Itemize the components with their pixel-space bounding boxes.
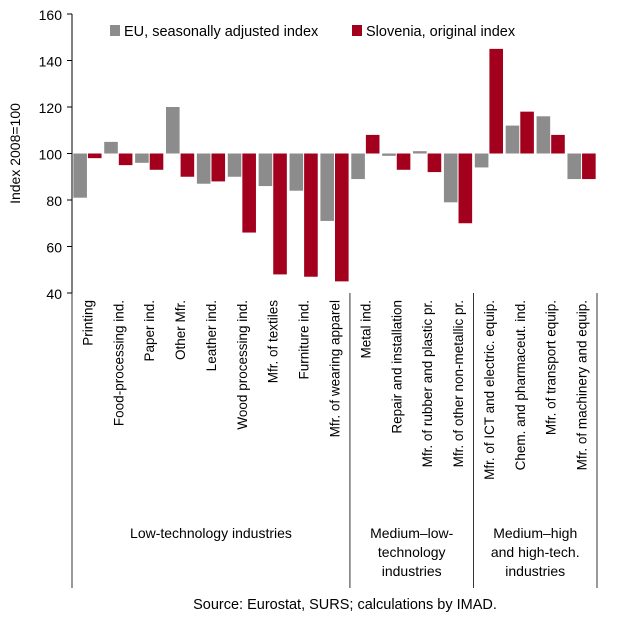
bar-eu <box>227 153 242 177</box>
category-label: Mfr. of transport equip. <box>544 300 559 435</box>
bar-eu <box>351 153 365 180</box>
y-tick-label: 60 <box>46 240 62 256</box>
source-note: Source: Eurostat, SURS; calculations by … <box>193 597 497 613</box>
category-label: Mfr. of ICT and electric. equip. <box>482 300 497 480</box>
bar-eu <box>505 125 520 154</box>
category-label: Printing <box>80 300 95 346</box>
y-axis-title: Index 2008=100 <box>7 103 23 204</box>
group-label: industries <box>382 563 442 579</box>
bar-slovenia <box>87 153 102 159</box>
bar-eu <box>73 153 87 198</box>
category-label: Leather ind. <box>204 300 219 371</box>
bar-slovenia <box>458 153 473 224</box>
bar-slovenia <box>396 153 411 170</box>
category-label: Paper ind. <box>142 300 157 362</box>
bar-slovenia <box>180 153 195 177</box>
category-label: Chem. and pharmaceut. ind. <box>513 300 528 470</box>
bar-slovenia <box>211 153 226 182</box>
bar-slovenia <box>242 153 256 233</box>
bar-eu <box>320 153 334 221</box>
y-tick-label: 80 <box>46 193 62 209</box>
bar-eu <box>135 153 149 163</box>
bar-slovenia <box>489 48 504 154</box>
group-label: industries <box>505 563 565 579</box>
category-label: Metal ind. <box>358 300 373 359</box>
bar-eu <box>443 153 458 203</box>
group-label: Low-technology industries <box>130 525 292 541</box>
bar-slovenia <box>427 153 442 173</box>
bar-slovenia <box>273 153 287 275</box>
bar-eu <box>536 116 551 154</box>
y-tick-label: 160 <box>39 7 63 23</box>
bar-slovenia <box>335 153 349 282</box>
group-label: Medium–low- <box>370 525 454 541</box>
category-label: Mfr. of textiles <box>266 300 281 384</box>
legend-swatch <box>352 25 362 36</box>
category-label: Furniture ind. <box>297 300 312 380</box>
y-tick-label: 40 <box>46 286 62 302</box>
bar-eu <box>165 107 180 154</box>
y-tick-label: 100 <box>39 147 63 163</box>
legend-label: Slovenia, original index <box>366 24 516 40</box>
group-label: Medium–high <box>493 525 577 541</box>
bar-eu <box>413 151 427 154</box>
category-label: Other Mfr. <box>173 300 188 360</box>
category-label: Food-processing ind. <box>111 300 126 426</box>
legend-swatch <box>110 25 120 36</box>
category-label: Mfr. of wearing apparel <box>328 300 343 437</box>
category-label: Mfr. of machinery and equip. <box>575 300 590 470</box>
bar-slovenia <box>520 111 534 154</box>
bar-eu <box>382 153 396 156</box>
bar-eu <box>258 153 273 187</box>
bar-slovenia <box>118 153 133 166</box>
bar-eu <box>567 153 582 180</box>
bar-slovenia <box>304 153 318 277</box>
bar-slovenia <box>582 153 596 180</box>
group-label: and high-tech. <box>491 544 580 560</box>
group-label: technology <box>378 544 446 560</box>
bar-eu <box>474 153 489 168</box>
y-tick-label: 120 <box>39 100 63 116</box>
category-label: Wood processing ind. <box>235 300 250 430</box>
bar-eu <box>196 153 211 184</box>
category-label: Mfr. of other non-metallic pr. <box>451 300 466 467</box>
bar-eu <box>104 141 118 154</box>
bar-slovenia <box>551 134 565 154</box>
category-label: Mfr. of rubber and plastic pr. <box>420 300 435 467</box>
y-tick-label: 140 <box>39 54 63 70</box>
category-label: Repair and installation <box>389 300 404 434</box>
bar-eu <box>289 153 304 191</box>
bar-slovenia <box>149 153 164 170</box>
bar-slovenia <box>365 134 380 154</box>
legend-label: EU, seasonally adjusted index <box>124 24 319 40</box>
